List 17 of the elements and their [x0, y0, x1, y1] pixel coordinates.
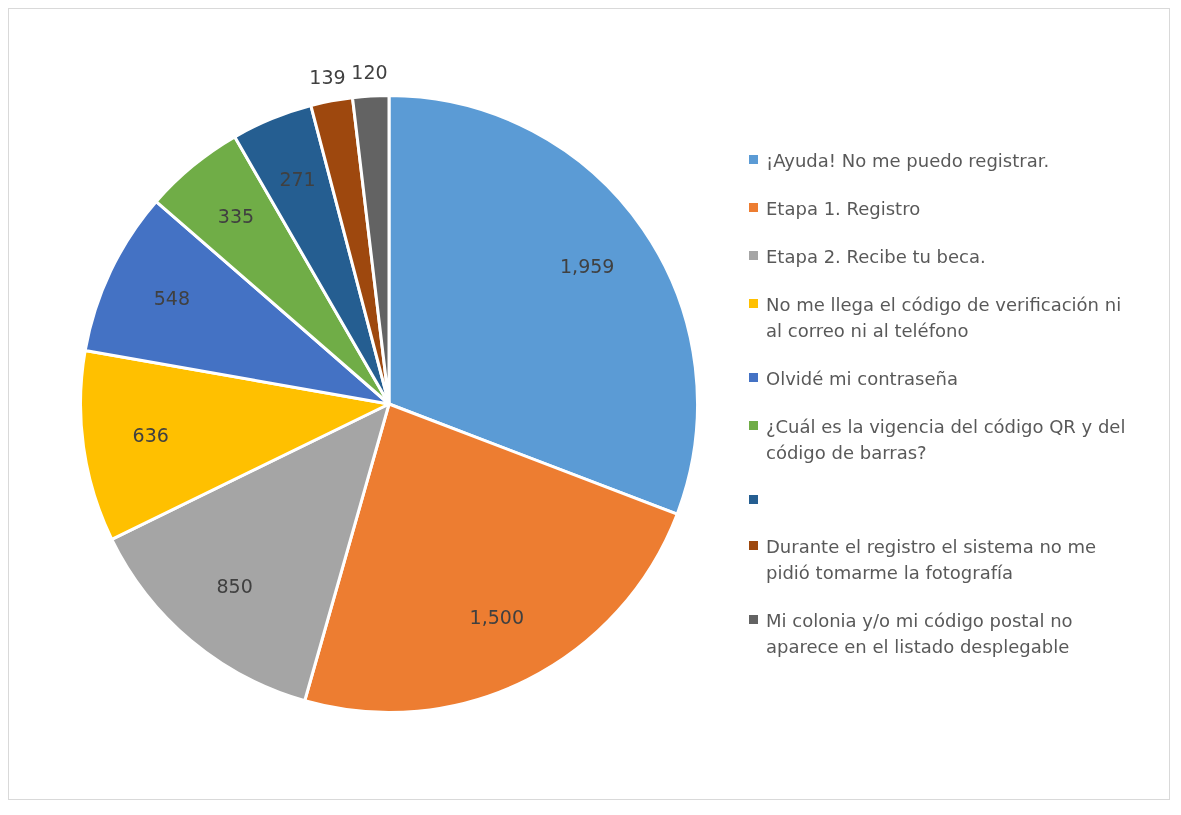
legend-label: Durante el registro el sistema no me pidió tomarme la fotografía	[766, 535, 1098, 585]
legend-label: Etapa 2. Recibe tu beca.	[766, 245, 986, 269]
data-label: 139	[309, 66, 346, 89]
data-label: 1,500	[469, 606, 524, 629]
legend-label: No me llega el código de verificación ni al correo ni al teléfono	[766, 293, 1123, 343]
data-label: 548	[153, 287, 190, 310]
data-label: 850	[216, 575, 253, 598]
legend-label: Olvidé mi contraseña	[766, 367, 958, 391]
data-label: 636	[132, 424, 169, 447]
legend-label: Etapa 1. Registro	[766, 197, 921, 221]
legend-label: ¿Cuál es la vigencia del código QR y del código de barras?	[766, 415, 1127, 465]
legend-label: Mi colonia y/o mi código postal no aparece en el listado desplegable	[766, 609, 1074, 659]
data-label: 271	[279, 168, 316, 191]
data-label: 1,959	[560, 254, 615, 277]
data-label: 335	[217, 205, 255, 228]
data-label: 120	[351, 61, 388, 84]
legend-label: ¡Ayuda! No me puedo registrar.	[766, 149, 1050, 173]
